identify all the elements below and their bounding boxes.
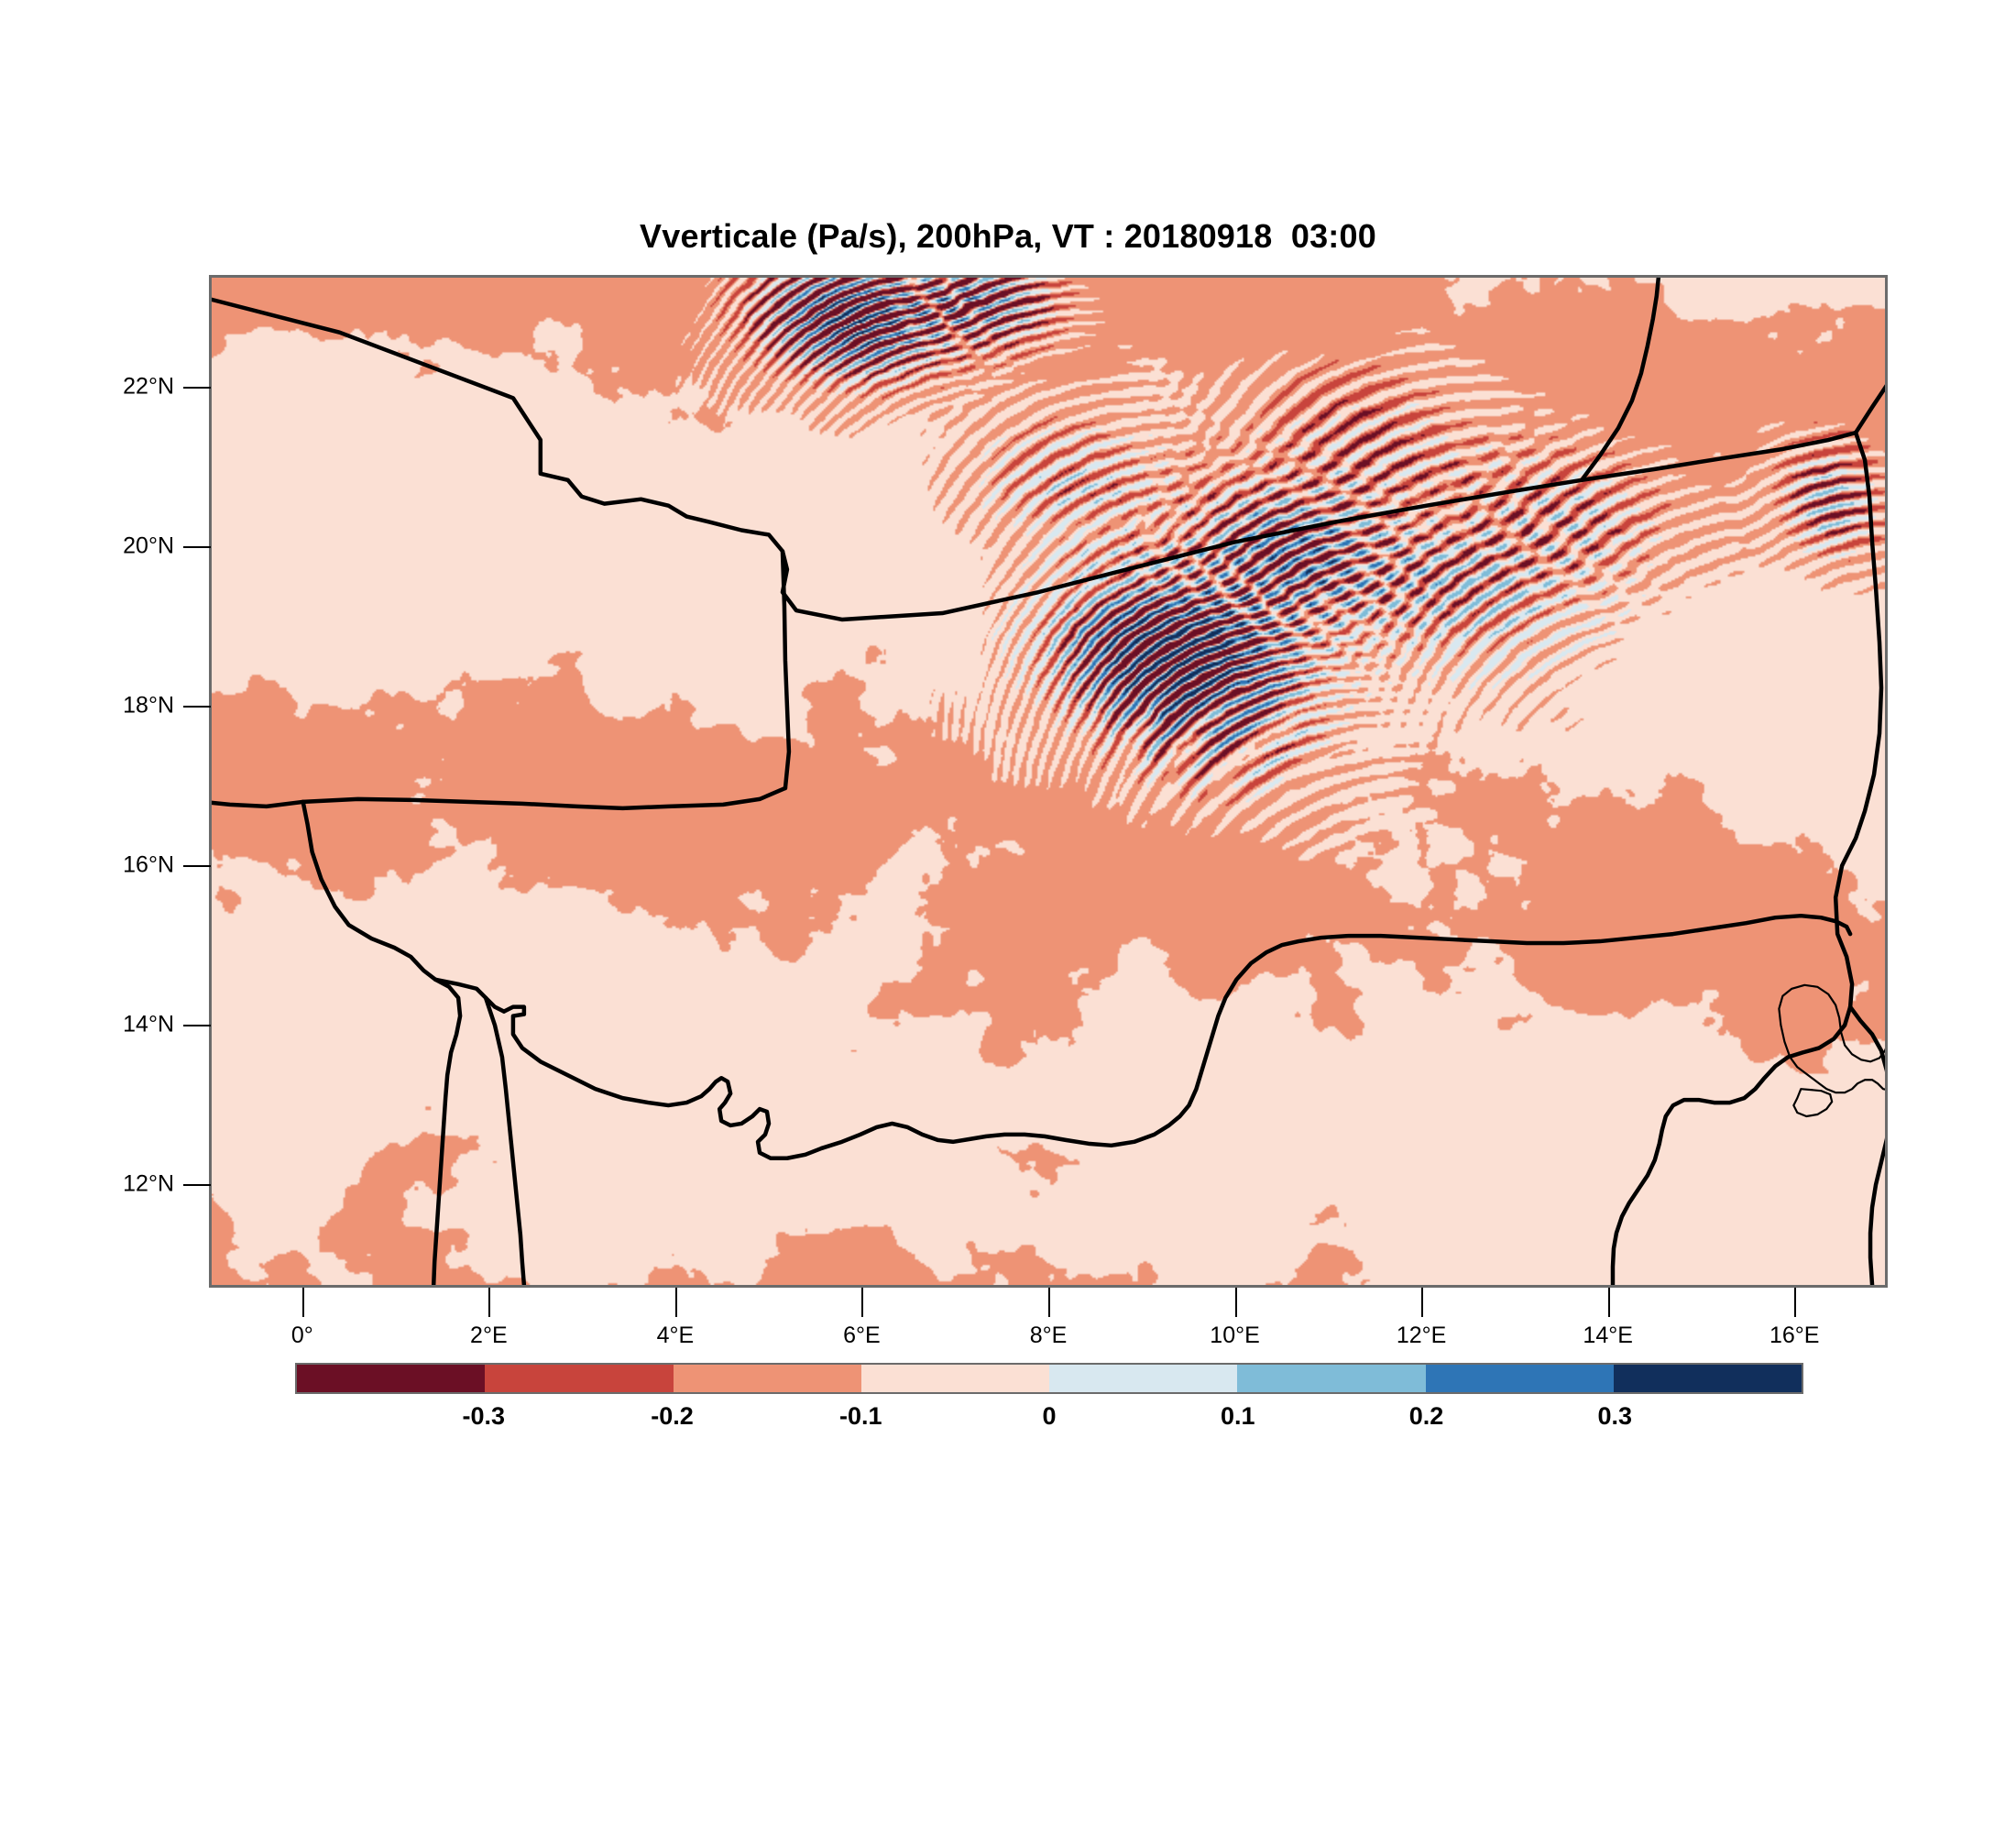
border-mali-niger-south — [780, 549, 792, 791]
colorbar-band — [297, 1365, 486, 1392]
lake-chad-shoreline — [1778, 983, 1885, 1094]
x-tick-mark — [1794, 1288, 1797, 1317]
x-tick-label: 12°E — [1396, 1323, 1447, 1348]
x-tick-mark — [1421, 1288, 1424, 1317]
colorbar-tick-label: -0.3 — [462, 1402, 506, 1430]
x-tick-mark — [1607, 1288, 1610, 1317]
colorbar-band — [860, 1365, 1049, 1392]
border-algeria-libya — [1579, 278, 1661, 483]
x-tick-mark — [1048, 1288, 1050, 1317]
x-tick-label: 6°E — [843, 1323, 881, 1348]
x-tick-label: 10°E — [1210, 1323, 1260, 1348]
x-tick-mark — [488, 1288, 491, 1317]
colorbar-tick-label: 0.3 — [1597, 1402, 1633, 1430]
colorbar-band — [485, 1365, 674, 1392]
x-tick-label: 8°E — [1029, 1323, 1068, 1348]
colorbar-tick-label: 0.2 — [1408, 1402, 1444, 1430]
border-nigeria-cameroon — [1610, 1004, 1853, 1285]
border-niger-chad — [1833, 430, 1884, 1009]
y-tick-label: 14°N — [123, 1011, 174, 1037]
colorbar-band — [1425, 1365, 1614, 1392]
y-tick-label: 12°N — [123, 1170, 174, 1197]
colorbar-band — [1237, 1365, 1426, 1392]
page-title: Vverticale (Pa/s), 200hPa, VT : 20180918… — [640, 217, 1376, 255]
border-nigeria-niger — [819, 913, 1853, 1151]
x-tick-mark — [301, 1288, 304, 1317]
border-burkina-east — [301, 799, 438, 982]
y-tick-label: 22°N — [123, 373, 174, 400]
colorbar-band — [1613, 1365, 1802, 1392]
y-tick-label: 16°N — [123, 851, 174, 878]
border-benin-nigeria — [431, 977, 463, 1285]
colorbar-band — [1049, 1365, 1238, 1392]
colorbar-band — [673, 1365, 861, 1392]
map-borders-overlay — [212, 278, 1885, 1285]
colorbar-tick-label: -0.2 — [651, 1402, 694, 1430]
y-tick-label: 20°N — [123, 532, 174, 559]
border-mali-burkina — [212, 785, 788, 811]
border-benin-togo — [483, 995, 527, 1285]
colorbar-tick-label: -0.1 — [838, 1402, 882, 1430]
border-benin-niger — [501, 1004, 825, 1160]
y-tick-label: 18°N — [123, 692, 174, 719]
colorbar-tick-label: 0 — [1042, 1402, 1057, 1430]
border-chad-cameroon — [1847, 1004, 1885, 1285]
colorbar-tick-label: 0.1 — [1220, 1402, 1255, 1430]
x-tick-mark — [1234, 1288, 1237, 1317]
y-tick-mark — [183, 386, 211, 389]
border-libya-chad — [1853, 384, 1885, 435]
map-plot-area — [209, 275, 1888, 1288]
y-tick-mark — [183, 864, 211, 867]
y-tick-mark — [183, 545, 211, 548]
x-tick-label: 4°E — [656, 1323, 695, 1348]
x-tick-label: 16°E — [1769, 1323, 1820, 1348]
y-tick-mark — [183, 1183, 211, 1186]
colorbar — [295, 1363, 1803, 1394]
lake-chad-lobe — [1792, 1088, 1834, 1118]
x-tick-label: 0° — [290, 1323, 313, 1348]
y-tick-mark — [183, 1024, 211, 1026]
x-tick-label: 14°E — [1583, 1323, 1633, 1348]
x-tick-label: 2°E — [470, 1323, 508, 1348]
border-algeria-niger — [212, 297, 1858, 622]
y-tick-mark — [183, 705, 211, 708]
x-tick-mark — [861, 1288, 864, 1317]
border-burkina-niger — [433, 977, 507, 1014]
x-tick-mark — [674, 1288, 677, 1317]
